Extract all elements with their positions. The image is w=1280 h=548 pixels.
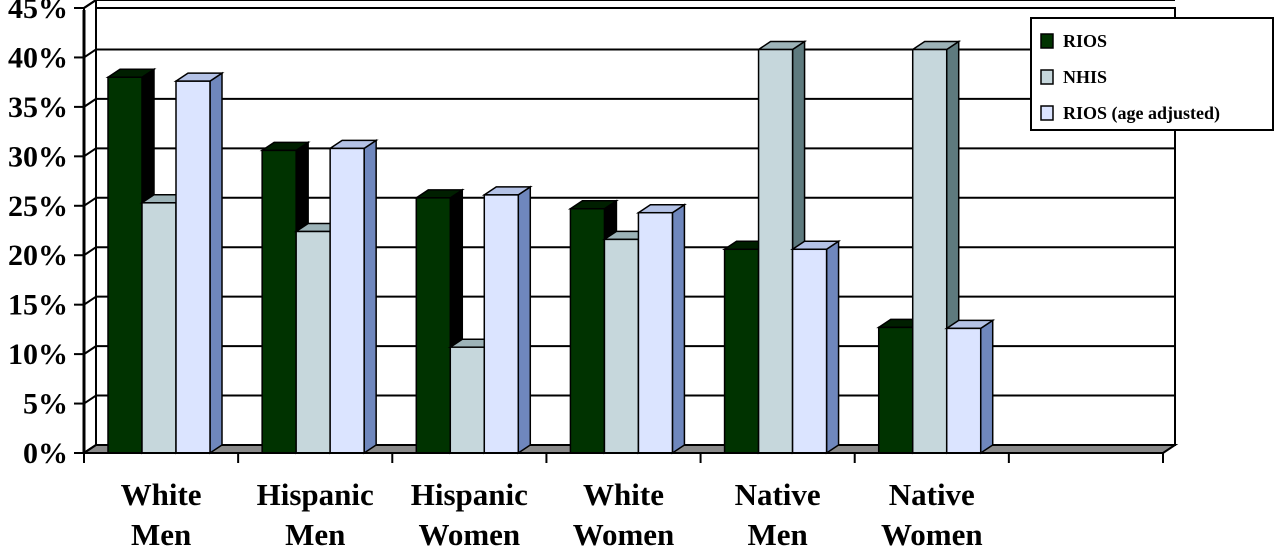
x-tick-label: Women <box>881 517 983 548</box>
plot-area <box>80 0 1179 455</box>
bar-front <box>261 149 297 454</box>
bar-front <box>791 248 828 454</box>
bar-front <box>603 238 640 454</box>
gridline-depth <box>83 196 97 207</box>
x-tick-label: Women <box>419 517 521 548</box>
bar-side <box>517 185 532 455</box>
x-tick-label: White <box>583 477 664 512</box>
gridline-depth <box>83 98 97 108</box>
y-tick-label: 15% <box>8 289 68 322</box>
legend-box <box>1030 17 1274 131</box>
bar <box>327 139 379 455</box>
bar <box>481 185 533 455</box>
bar-front <box>141 202 177 454</box>
bar-front <box>295 230 331 454</box>
bar <box>173 71 225 455</box>
bar-front <box>483 194 520 454</box>
bar <box>635 203 687 455</box>
y-tick-label: 30% <box>8 140 68 173</box>
bar-front <box>637 211 674 454</box>
x-tick-label: Hispanic <box>411 477 528 512</box>
bar <box>790 239 842 455</box>
x-tick-label: White <box>121 477 202 512</box>
bar-front <box>415 197 452 454</box>
x-tick-label: Men <box>285 517 345 548</box>
x-tick-label: Men <box>131 517 191 548</box>
bar-side <box>363 139 377 455</box>
gridline-depth <box>83 147 97 158</box>
y-tick-label: 10% <box>8 338 68 371</box>
legend-label: NHIS <box>1063 67 1107 87</box>
gridline-depth <box>83 0 97 9</box>
x-axis-labels: White Men Hispanic Men Hispanic Women White Wom… <box>121 477 983 548</box>
y-tick-label: 25% <box>8 190 68 223</box>
bar-front <box>449 346 486 454</box>
bar-front <box>911 48 948 454</box>
bar-side <box>671 203 686 455</box>
y-tick-label: 40% <box>8 41 68 74</box>
bar <box>944 318 996 455</box>
legend: RIOS NHIS RIOS (age adjusted) <box>1030 17 1274 131</box>
gridline-depth <box>83 345 97 355</box>
y-tick-label: 45% <box>8 0 68 25</box>
bar-front <box>723 248 760 454</box>
gridline-depth <box>83 394 97 405</box>
bar-front <box>945 327 982 454</box>
bar-front <box>107 76 143 454</box>
x-tick-label: Men <box>748 517 808 548</box>
y-axis: 0% 5% 10% 15% 20% 25% 30% 35% 40% 45% <box>8 0 1164 470</box>
y-tick-label: 35% <box>8 91 68 124</box>
bar-front <box>569 207 606 454</box>
x-tick-label: Hispanic <box>257 477 374 512</box>
legend-label: RIOS (age adjusted) <box>1063 103 1220 124</box>
y-tick-label: 0% <box>23 437 68 470</box>
gridline-depth <box>83 295 97 306</box>
y-tick-label: 20% <box>8 239 68 272</box>
bar-front <box>757 48 794 454</box>
bar-front <box>175 80 211 454</box>
gridline-depth <box>83 48 97 59</box>
gridline-depth <box>83 246 97 257</box>
bar-side <box>209 71 223 455</box>
y-tick-label: 5% <box>23 388 68 421</box>
x-tick-label: Native <box>735 477 821 512</box>
legend-swatch <box>1040 33 1054 49</box>
legend-label: RIOS <box>1063 31 1107 51</box>
bar-side <box>979 318 994 455</box>
side-wall <box>83 0 97 455</box>
x-tick-label: Women <box>573 517 675 548</box>
legend-swatch <box>1040 69 1054 85</box>
x-tick-label: Native <box>889 477 975 512</box>
bar-front <box>329 147 365 454</box>
bar-side <box>825 239 840 455</box>
legend-swatch <box>1040 105 1054 121</box>
bar-front <box>877 326 914 454</box>
